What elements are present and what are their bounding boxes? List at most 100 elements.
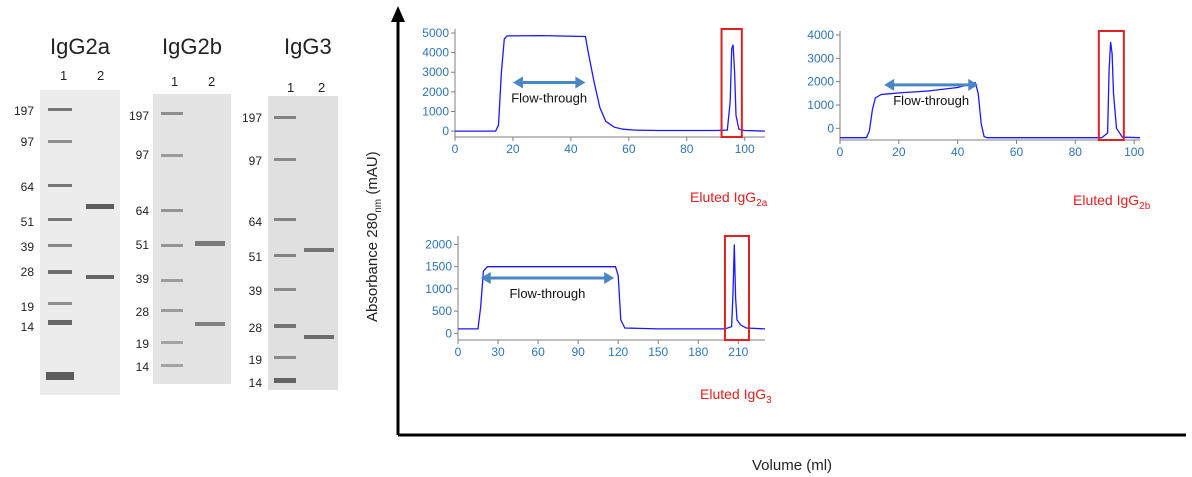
- mw-marker: 28: [20, 265, 34, 279]
- mw-marker: 97: [248, 154, 262, 168]
- y-axis-title-main: Absorbance 280: [364, 212, 381, 322]
- x-tick-label: 0: [452, 142, 459, 156]
- lane-label: 2: [97, 68, 105, 83]
- elution-box: [723, 235, 750, 341]
- y-axis-title-sub: nm: [373, 198, 384, 213]
- x-tick-label: 40: [951, 145, 965, 159]
- gel-image: [40, 90, 120, 395]
- y-tick-label: 3000: [422, 65, 449, 79]
- arrowhead-right: [604, 272, 615, 284]
- eluted-label: Eluted IgG3: [700, 386, 772, 406]
- main-y-arrowhead: [391, 6, 405, 22]
- arrowhead-right: [575, 76, 586, 89]
- mw-marker: 39: [248, 284, 262, 298]
- eluted-label-sub: 2b: [1139, 200, 1151, 212]
- chromatogram-plot: 0 500 1000 1500 2000 0 30 60 90 120 150 180 210 Flow-…: [425, 235, 766, 359]
- mw-marker: 97: [135, 148, 149, 162]
- mw-marker: 197: [241, 111, 262, 125]
- arrowhead-left: [480, 272, 491, 284]
- x-tick-label: 80: [1069, 145, 1083, 159]
- y-tick-label: 0: [827, 121, 834, 135]
- x-axis-title: Volume (ml): [752, 457, 833, 474]
- y-tick-label: 1000: [422, 104, 449, 118]
- mw-marker: 19: [135, 337, 149, 351]
- eluted-label-text: Eluted IgG: [700, 386, 767, 402]
- mw-marker: 14: [135, 360, 149, 374]
- mw-marker: 14: [20, 320, 34, 334]
- y-tick-label: 2000: [422, 85, 449, 99]
- flow-through-label: Flow-through: [511, 91, 587, 106]
- mw-marker: 97: [20, 135, 34, 149]
- y-tick-label: 1500: [425, 260, 452, 274]
- mw-marker: 51: [248, 250, 262, 264]
- mw-marker: 64: [248, 215, 262, 229]
- eluted-label-text: Eluted IgG: [1073, 192, 1140, 208]
- y-tick-label: 3000: [807, 51, 834, 65]
- x-tick-label: 60: [1010, 145, 1024, 159]
- x-tick-label: 0: [837, 145, 844, 159]
- gel-image: [153, 94, 231, 384]
- x-tick-label: 90: [571, 345, 585, 359]
- eluted-label-sub: 3: [766, 394, 772, 406]
- lane-label: 2: [318, 80, 326, 95]
- y-tick-label: 1000: [807, 98, 834, 112]
- chromatogram-trace: [840, 41, 1141, 139]
- x-tick-label: 20: [892, 145, 906, 159]
- y-tick-label: 0: [442, 124, 449, 138]
- mw-marker: 197: [13, 104, 34, 118]
- x-tick-label: 100: [735, 142, 755, 156]
- x-tick-label: 60: [622, 142, 636, 156]
- mw-marker: 51: [135, 238, 149, 252]
- chromatogram-trace: [458, 244, 766, 330]
- y-tick-label: 0: [445, 326, 452, 340]
- mw-marker: 39: [135, 272, 149, 286]
- mw-marker: 197: [128, 109, 149, 123]
- x-tick-label: 20: [506, 142, 520, 156]
- eluted-label: Eluted IgG2a: [690, 189, 767, 209]
- elution-box: [720, 28, 743, 138]
- x-tick-label: 0: [455, 345, 462, 359]
- x-tick-label: 150: [648, 345, 668, 359]
- mw-marker: 14: [248, 376, 262, 390]
- gel-image: [268, 96, 338, 390]
- lane-label: 2: [208, 74, 216, 89]
- gel-title: IgG3: [284, 34, 332, 59]
- flow-through-label: Flow-through: [893, 93, 969, 108]
- arrowhead-left: [884, 78, 895, 91]
- mw-marker: 19: [248, 353, 262, 367]
- eluted-label: Eluted IgG2b: [1073, 192, 1150, 212]
- lane-label: 1: [171, 74, 179, 89]
- lane-label: 1: [287, 80, 295, 95]
- mw-marker: 64: [20, 180, 34, 194]
- x-tick-label: 100: [1124, 145, 1144, 159]
- lane-label: 1: [60, 68, 68, 83]
- arrowhead-right: [968, 78, 979, 91]
- x-tick-label: 30: [491, 345, 505, 359]
- x-tick-label: 40: [564, 142, 578, 156]
- elution-box: [1097, 30, 1125, 141]
- arrowhead-left: [512, 76, 523, 89]
- x-tick-label: 120: [608, 345, 628, 359]
- chromatogram-trace: [455, 34, 766, 132]
- x-tick-label: 80: [680, 142, 694, 156]
- gel-title: IgG2a: [50, 34, 110, 59]
- y-tick-label: 5000: [422, 26, 449, 40]
- mw-marker: 28: [248, 321, 262, 335]
- x-tick-label: 180: [688, 345, 708, 359]
- mw-marker: 64: [135, 204, 149, 218]
- eluted-label-text: Eluted IgG: [690, 189, 757, 205]
- mw-marker: 39: [20, 240, 34, 254]
- y-tick-label: 4000: [422, 46, 449, 60]
- x-tick-label: 210: [728, 345, 748, 359]
- mw-marker: 19: [20, 300, 34, 314]
- y-axis-title-unit: (mAU): [364, 151, 381, 195]
- mw-marker: 28: [135, 305, 149, 319]
- y-tick-label: 4000: [807, 28, 834, 42]
- eluted-label-sub: 2a: [756, 197, 768, 209]
- gel-title: IgG2b: [162, 34, 222, 59]
- y-tick-label: 1000: [425, 282, 452, 296]
- chromatogram-plot: 0 1000 2000 3000 4000 5000 0 20 40 60 80 100 Flow-th…: [422, 26, 766, 156]
- mw-marker: 51: [20, 215, 34, 229]
- x-tick-label: 60: [531, 345, 545, 359]
